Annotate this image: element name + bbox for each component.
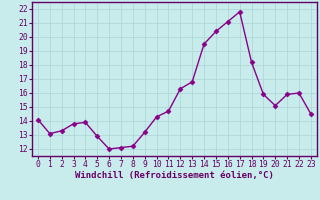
X-axis label: Windchill (Refroidissement éolien,°C): Windchill (Refroidissement éolien,°C) — [75, 171, 274, 180]
